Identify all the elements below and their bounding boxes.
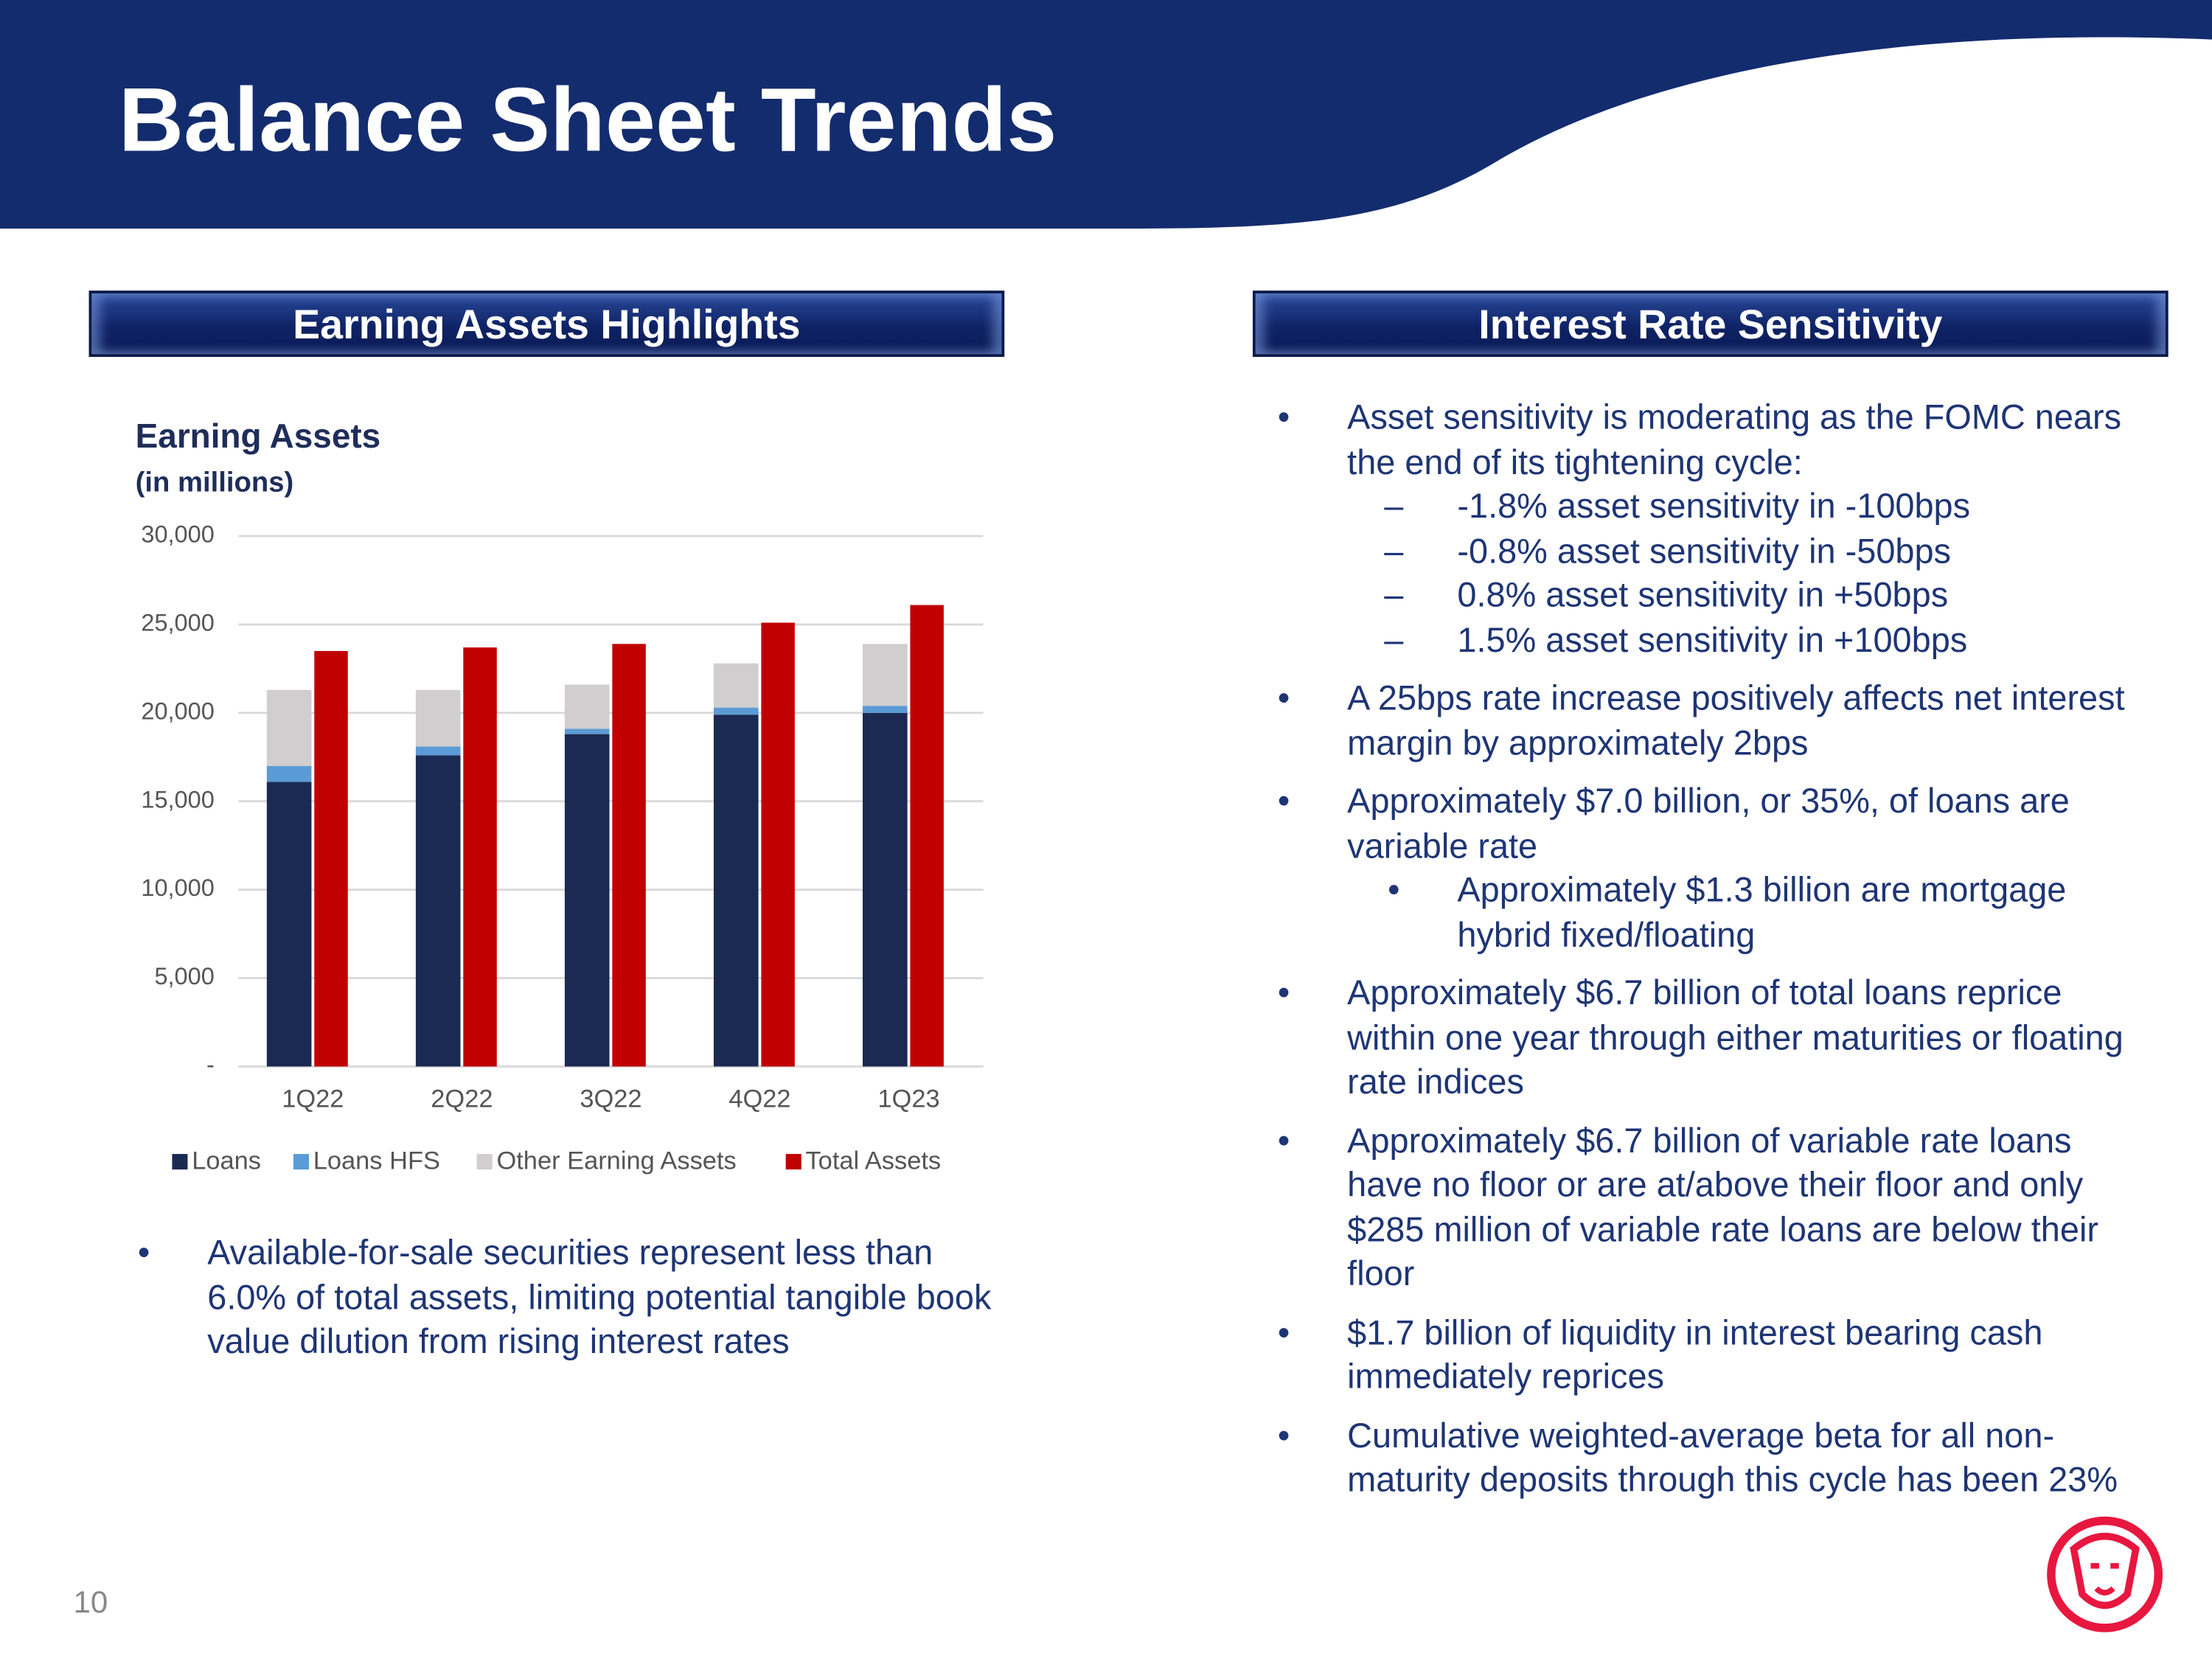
bar-segment <box>564 728 610 734</box>
bar <box>612 644 646 1067</box>
bullet-text: Available-for-sale securities represent … <box>207 1234 992 1362</box>
y-tick-label: 10,000 <box>141 874 214 901</box>
y-tick-label: - <box>206 1051 215 1078</box>
bullet-text: Asset sensitivity is moderating as the F… <box>1347 399 2122 482</box>
bar-segment <box>863 644 908 706</box>
bullet: • Approximately $6.7 billion of variable … <box>1277 1122 2098 1294</box>
x-tick-label: 2Q22 <box>431 1085 493 1113</box>
sub-text: Approximately $1.3 billion are mortgage … <box>1457 872 2067 955</box>
x-tick-label: 3Q22 <box>580 1085 641 1113</box>
x-tick-label: 4Q22 <box>728 1085 790 1113</box>
bullet: • A 25bps rate increase positively affect… <box>1277 680 2125 763</box>
bar-segment <box>266 689 312 766</box>
bar-segment <box>863 706 908 713</box>
bar-segment <box>266 765 312 782</box>
bar-segment <box>713 707 759 715</box>
legend-swatch <box>785 1154 801 1170</box>
x-tick-label: 1Q23 <box>877 1085 939 1113</box>
y-tick-label: 15,000 <box>141 786 214 813</box>
y-tick-label: 30,000 <box>141 521 214 548</box>
bar-segment <box>266 782 312 1067</box>
bar <box>314 650 348 1067</box>
bar-segment <box>863 712 908 1067</box>
bullet-text: A 25bps rate increase positively affects… <box>1347 680 2125 763</box>
bar-segment <box>415 689 461 747</box>
bar-segment <box>564 684 610 729</box>
y-tick-label: 20,000 <box>141 698 214 724</box>
legend-swatch <box>476 1154 493 1170</box>
bullet-text: Approximately $6.7 billion of variable r… <box>1347 1122 2098 1294</box>
legend-label: Loans HFS <box>313 1147 440 1175</box>
bar-segment <box>713 714 759 1067</box>
left-bullets: • Available-for-sale securities represent… <box>130 1231 1004 1379</box>
bullet: • $1.7 billion of liquidity in interest b… <box>1277 1314 2043 1397</box>
sub-text: -1.8% asset sensitivity in -100bps <box>1457 487 1971 526</box>
bullet-text: Cumulative weighted-average beta for all… <box>1347 1416 2118 1500</box>
bullet-text: Approximately $7.0 billion, or 35%, of l… <box>1347 782 2070 866</box>
bar <box>761 622 795 1067</box>
bar-segment <box>415 755 461 1067</box>
bullet: • Available-for-sale securities represent… <box>137 1234 992 1362</box>
x-tick-label: 1Q22 <box>282 1085 344 1113</box>
page-number: 10 <box>73 1584 108 1620</box>
legend-label: Total Assets <box>805 1147 941 1175</box>
bar <box>910 605 944 1067</box>
chart-subtitle: (in millions) <box>136 466 294 498</box>
legend-label: Other Earning Assets <box>496 1147 736 1175</box>
chart-title: Earning Assets <box>136 417 381 455</box>
y-tick-label: 5,000 <box>154 963 214 990</box>
sub-text: 1.5% asset sensitivity in +100bps <box>1457 621 1968 660</box>
y-tick-label: 25,000 <box>141 610 214 636</box>
bullet: • Cumulative weighted-average beta for al… <box>1277 1416 2118 1500</box>
bullet: • Approximately $6.7 billion of total loa… <box>1277 975 2124 1102</box>
legend-swatch <box>172 1154 188 1170</box>
legend-swatch <box>293 1154 310 1170</box>
bullet: • Approximately $7.0 billion, or 35%, of … <box>1277 782 2070 955</box>
right-bullets: • Asset sensitivity is moderating as the … <box>1270 397 2144 1517</box>
bar-segment <box>564 734 610 1067</box>
bullet: • Asset sensitivity is moderating as the … <box>1277 399 2122 660</box>
section-heading: Interest Rate Sensitivity <box>1252 291 2168 358</box>
bar <box>463 647 497 1067</box>
sub-text: -0.8% asset sensitivity in -50bps <box>1457 532 1951 571</box>
bullet-text: $1.7 billion of liquidity in interest be… <box>1347 1314 2043 1397</box>
bullet-text: Approximately $6.7 billion of total loan… <box>1347 975 2124 1102</box>
slide-title: Balance Sheet Trends <box>118 69 1057 171</box>
legend-label: Loans <box>192 1147 261 1175</box>
bar-segment <box>713 663 759 708</box>
section-heading: Earning Assets Highlights <box>88 291 1005 358</box>
bar-segment <box>415 746 461 756</box>
sub-text: 0.8% asset sensitivity in +50bps <box>1457 577 1949 616</box>
